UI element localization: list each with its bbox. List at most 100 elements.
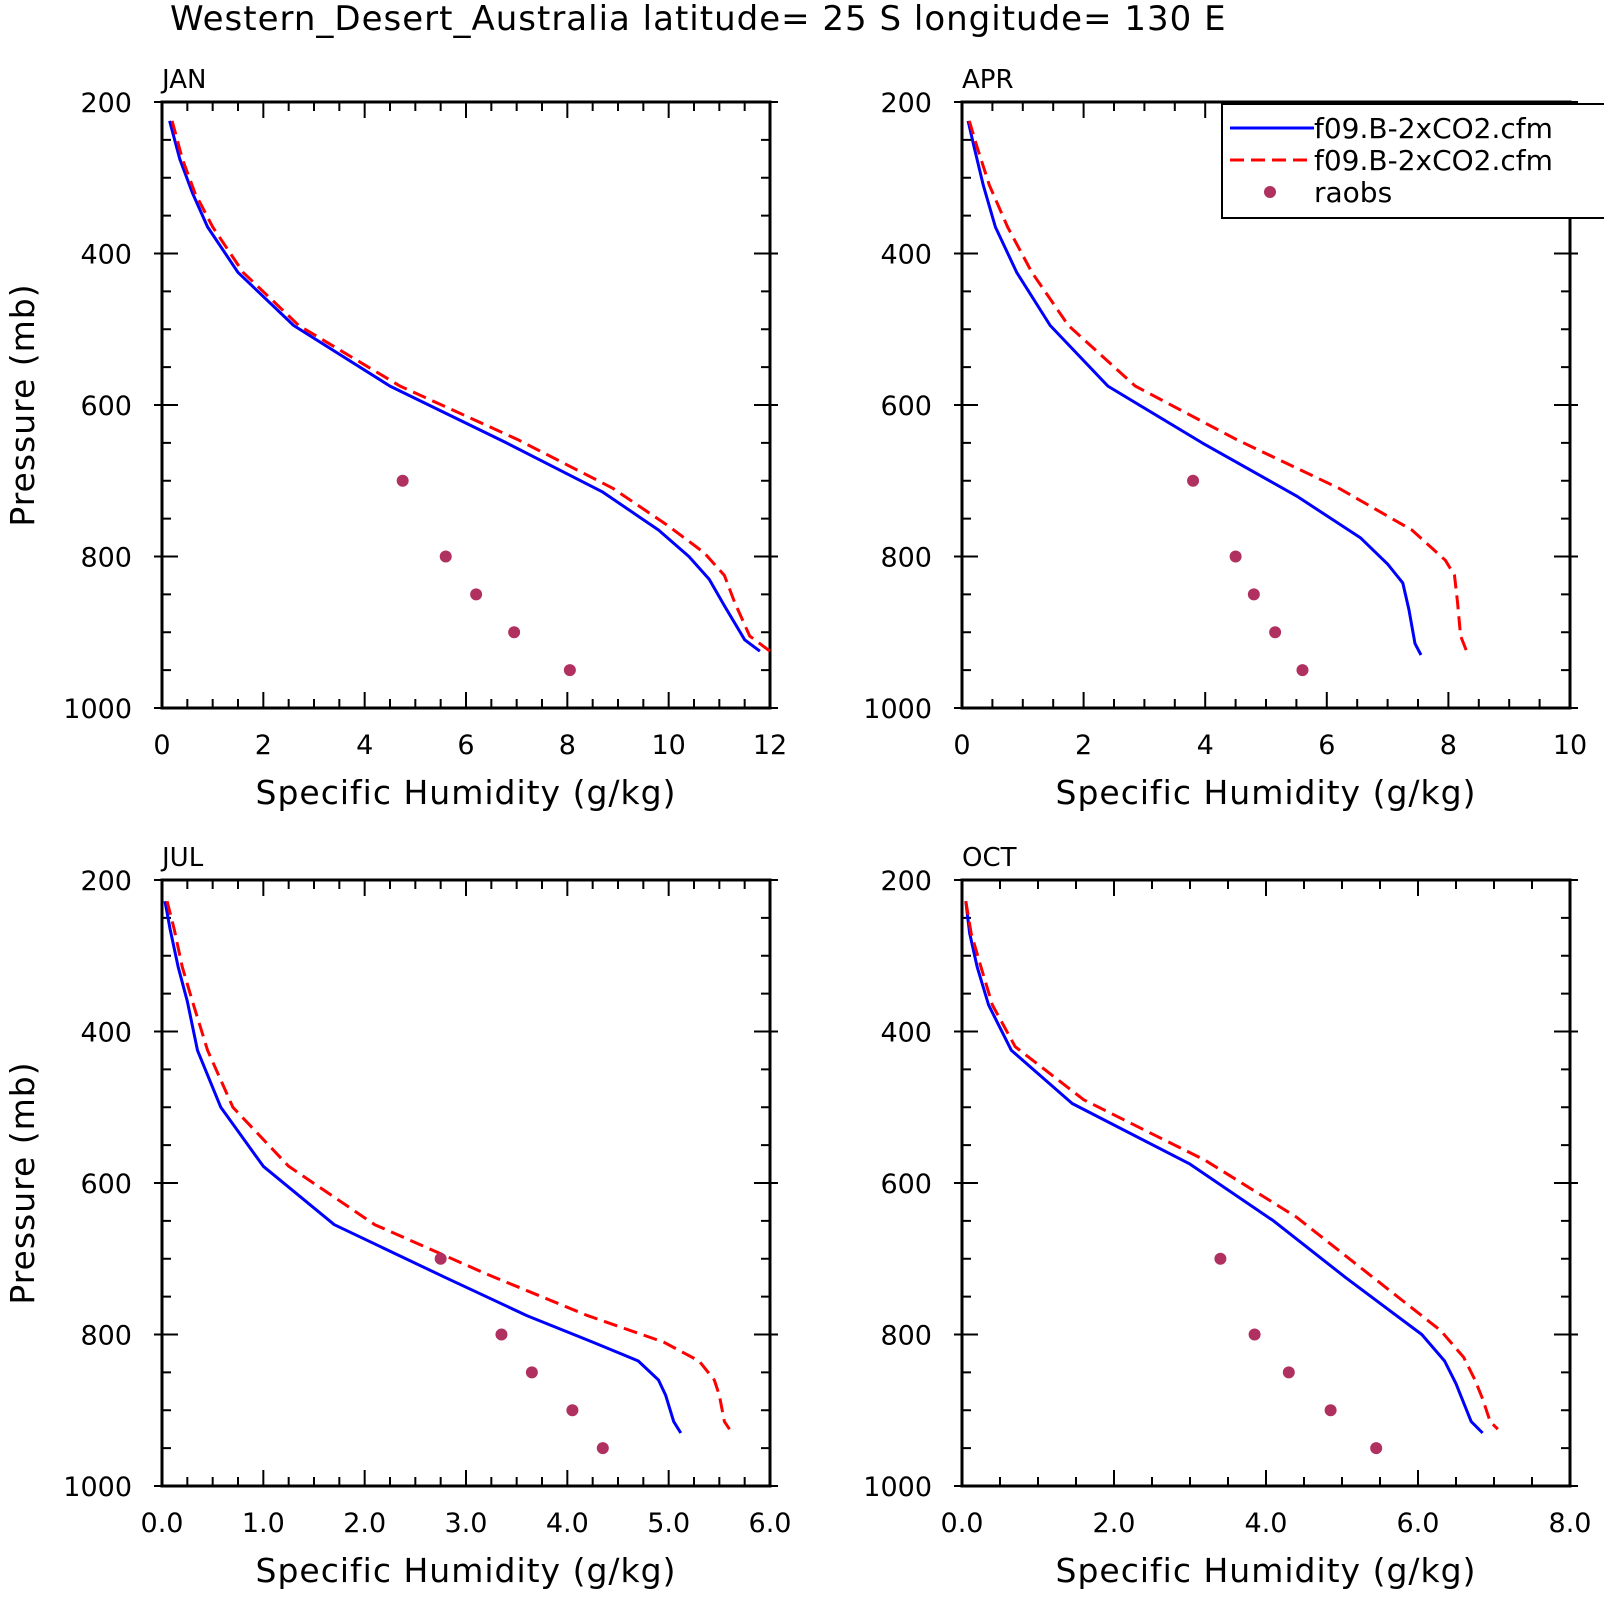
y-tick-label: 600 [80, 1169, 132, 1200]
y-tick-label: 400 [80, 1018, 132, 1049]
x-tick-label: 0.0 [941, 1508, 984, 1539]
raobs-points [434, 1252, 609, 1455]
x-tick-label: 8.0 [1549, 1508, 1592, 1539]
raobs-point [1296, 664, 1309, 677]
x-tick-label: 6 [457, 730, 474, 761]
x-tick-label: 4.0 [1245, 1508, 1288, 1539]
x-axis-label: Specific Humidity (g/kg) [256, 773, 677, 812]
x-tick-label: 0 [153, 730, 170, 761]
y-tick-label: 200 [880, 88, 932, 119]
raobs-point [396, 474, 409, 487]
raobs-point [566, 1404, 579, 1417]
legend-marker [1264, 186, 1276, 198]
x-axis-label: Specific Humidity (g/kg) [1056, 1551, 1477, 1590]
y-tick-label: 400 [880, 240, 932, 271]
legend-label: f09.B-2xCO2.cfm [1314, 112, 1553, 145]
legend-label: raobs [1314, 176, 1392, 209]
x-tick-label: 2 [255, 730, 272, 761]
x-axis-label: Specific Humidity (g/kg) [1056, 773, 1477, 812]
x-tick-label: 8 [559, 730, 576, 761]
y-tick-label: 600 [880, 1169, 932, 1200]
plot-frame [960, 878, 1572, 1488]
raobs-point [470, 588, 483, 601]
raobs-point [1214, 1252, 1227, 1265]
x-tick-label: 2.0 [1093, 1508, 1136, 1539]
y-tick-label: 400 [80, 240, 132, 271]
y-tick-label: 1000 [63, 1472, 132, 1503]
raobs-point [596, 1442, 609, 1455]
y-tick-label: 200 [80, 866, 132, 897]
x-tick-label: 0 [953, 730, 970, 761]
x-tick-label: 3.0 [445, 1508, 488, 1539]
x-tick-label: 10 [1553, 730, 1587, 761]
raobs-point [1248, 1328, 1261, 1341]
series-line-blue-solid [966, 120, 1423, 656]
series-line-red-dashed [170, 120, 771, 653]
raobs-point [434, 1252, 447, 1265]
x-tick-label: 8 [1440, 730, 1457, 761]
panel-oct: OCT 0.0 2.0 4.0 6.0 8.0 200 400 600 800 1000 Specif… [863, 843, 1591, 1590]
series-line-blue-solid [168, 120, 761, 653]
raobs-point [495, 1328, 508, 1341]
plot-frame [160, 878, 772, 1488]
series-line-red-dashed [964, 900, 1499, 1431]
raobs-points [1187, 474, 1309, 677]
y-axis-label: Pressure (mb) [3, 283, 42, 526]
raobs-point [439, 550, 452, 563]
x-tick-label: 4 [1197, 730, 1214, 761]
x-tick-label: 4 [356, 730, 373, 761]
raobs-points [1214, 1252, 1383, 1455]
x-tick-label: 2 [1075, 730, 1092, 761]
series-line-red-dashed [967, 120, 1468, 652]
x-axis-label: Specific Humidity (g/kg) [256, 1551, 677, 1590]
plot-frame [160, 100, 772, 710]
raobs-point [525, 1366, 538, 1379]
x-tick-label: 2.0 [343, 1508, 386, 1539]
x-tick-label: 0.0 [141, 1508, 184, 1539]
y-tick-label: 800 [80, 1321, 132, 1352]
x-tick-label: 5.0 [647, 1508, 690, 1539]
y-tick-label: 1000 [63, 694, 132, 725]
y-tick-label: 1000 [863, 1472, 932, 1503]
y-tick-label: 800 [880, 543, 932, 574]
x-tick-label: 12 [753, 730, 787, 761]
y-tick-label: 200 [80, 88, 132, 119]
raobs-point [1282, 1366, 1295, 1379]
raobs-point [563, 664, 576, 677]
raobs-points [396, 474, 576, 677]
series-line-blue-solid [163, 900, 683, 1434]
panel-jul: JUL 0.0 1.0 2.0 3.0 4.0 5.0 6.0 200 400 600 800 1000… [3, 843, 791, 1590]
y-tick-label: 400 [880, 1018, 932, 1049]
legend-label: f09.B-2xCO2.cfm [1314, 144, 1553, 177]
y-tick-label: 800 [80, 543, 132, 574]
x-tick-label: 1.0 [242, 1508, 285, 1539]
x-tick-label: 6.0 [1397, 1508, 1440, 1539]
panel-label: JUL [160, 843, 204, 873]
panel-label: JAN [160, 65, 206, 95]
raobs-point [1229, 550, 1242, 563]
panel-label: OCT [962, 843, 1017, 873]
y-tick-label: 1000 [863, 694, 932, 725]
x-tick-label: 6.0 [749, 1508, 792, 1539]
raobs-point [1324, 1404, 1337, 1417]
figure-title: Western_Desert_Australia latitude= 25 S … [170, 0, 1227, 39]
raobs-point [1247, 588, 1260, 601]
y-tick-label: 800 [880, 1321, 932, 1352]
y-axis-label: Pressure (mb) [3, 1061, 42, 1304]
panels: JAN 0 2 4 6 8 10 12 200 400 600 800 1000 Specific Hum… [3, 65, 1591, 1590]
panel-label: APR [962, 65, 1014, 95]
x-tick-label: 10 [651, 730, 685, 761]
series-line-blue-solid [964, 901, 1484, 1435]
raobs-point [508, 626, 521, 639]
y-tick-label: 200 [880, 866, 932, 897]
raobs-point [1370, 1442, 1383, 1455]
series-line-red-dashed [165, 900, 731, 1431]
raobs-point [1269, 626, 1282, 639]
y-tick-label: 600 [80, 391, 132, 422]
panel-jan: JAN 0 2 4 6 8 10 12 200 400 600 800 1000 Specific Hum… [3, 65, 787, 812]
y-tick-label: 600 [880, 391, 932, 422]
x-tick-label: 4.0 [546, 1508, 589, 1539]
x-tick-label: 6 [1318, 730, 1335, 761]
